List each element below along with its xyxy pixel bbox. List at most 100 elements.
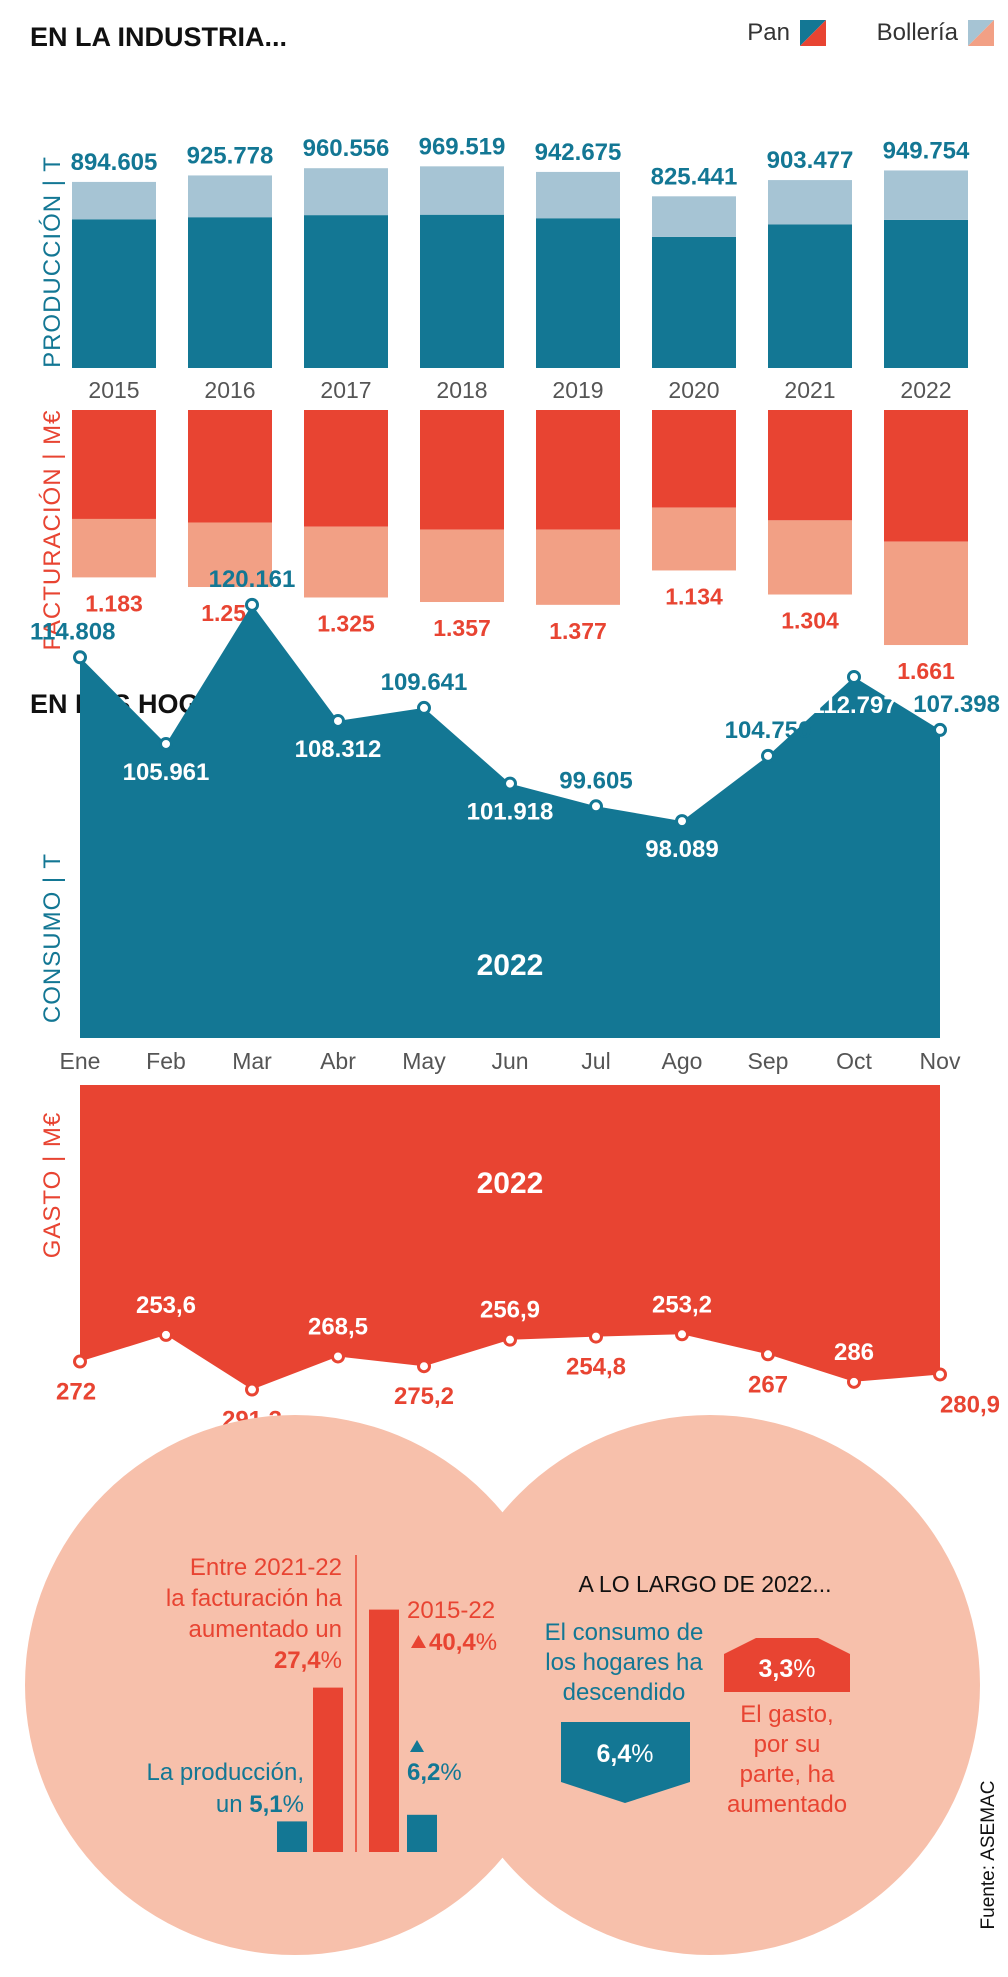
gasto-value-label: 280,9 <box>940 1391 1000 1418</box>
produccion-text: La producción, <box>147 1759 304 1786</box>
gasto-value-label: 272 <box>56 1379 96 1406</box>
facturacion-bar-pan <box>884 410 968 542</box>
gasto-text: parte, ha <box>740 1761 835 1788</box>
consumo-value-label: 105.961 <box>123 759 210 786</box>
produccion-bar-bolleria <box>652 196 736 237</box>
facturacion-chart: FACTURACIÓN | M€ 1.183 1.251 1.325 1.357 1.37… <box>39 410 968 684</box>
consumo-point <box>933 722 947 737</box>
facturacion-bar-bolleria <box>72 518 156 578</box>
produccion-bar-bolleria <box>884 170 968 220</box>
facturacion-bar-bolleria <box>884 541 968 646</box>
gasto-value-label: 267 <box>748 1371 788 1398</box>
consumo-value-label: 107.398 <box>913 691 1000 718</box>
up-arrow-icon <box>724 1638 850 1692</box>
facturacion-total-label: 1.377 <box>549 618 607 644</box>
gasto-chart: GASTO | M€2022272253,6291,3268,5275,2256… <box>39 1085 1000 1434</box>
produccion-total-label: 949.754 <box>883 137 970 164</box>
consumo-year-label: 2022 <box>477 949 544 982</box>
facturacion-total-label: 1.357 <box>433 615 491 641</box>
gasto-value-label: 253,6 <box>136 1292 196 1319</box>
facturacion-2021-22-text: la facturación ha <box>166 1585 343 1612</box>
produccion-bar-bolleria <box>188 175 272 218</box>
consumo-chart: CONSUMO | T 2022 114.808 Ene 105.961 Feb 120.1… <box>30 566 1000 1074</box>
facturacion-bar-pan <box>188 410 272 523</box>
consumo-point <box>331 713 345 728</box>
month-tick-label: Mar <box>232 1048 272 1074</box>
facturacion-bar-pan <box>304 410 388 527</box>
facturacion-bar-bolleria <box>652 507 736 571</box>
month-tick-label: Ago <box>662 1048 703 1074</box>
produccion-axis-label: PRODUCCIÓN | T <box>39 156 66 368</box>
facturacion-2015-22-pct: 40,4% <box>429 1629 497 1656</box>
facturacion-total-label: 1.661 <box>897 658 955 684</box>
consumo-point <box>417 700 431 715</box>
produccion-bar-pan <box>304 215 388 368</box>
industry-title: EN LA INDUSTRIA... <box>30 22 287 52</box>
facturacion-bar-bolleria <box>768 520 852 595</box>
month-tick-label: Oct <box>836 1048 872 1074</box>
consumo-point <box>159 736 173 751</box>
gasto-area <box>80 1085 940 1390</box>
consumo-value-label: 98.089 <box>645 836 718 863</box>
produccion-bar-bolleria <box>768 180 852 225</box>
consumo-value-label: 99.605 <box>559 767 632 794</box>
produccion-bar-pan <box>884 219 968 368</box>
produccion-total-label: 942.675 <box>535 139 622 166</box>
facturacion-bar-pan <box>536 410 620 530</box>
consumo-point <box>589 799 603 814</box>
up-arrow-icon <box>411 1635 426 1648</box>
facturacion-2015-22-bar <box>369 1609 399 1852</box>
produccion-bar-pan <box>652 236 736 368</box>
facturacion-bar-bolleria <box>536 529 620 605</box>
produccion-total-label: 960.556 <box>303 135 390 162</box>
facturacion-bar-bolleria <box>420 529 504 603</box>
gasto-text: por su <box>754 1731 821 1758</box>
produccion-2015-22-bar <box>407 1814 437 1852</box>
year-tick-label: 2015 <box>88 377 139 403</box>
facturacion-2021-22-pct: 27,4% <box>274 1647 342 1674</box>
produccion-chart: PRODUCCIÓN | T 894.605 2015 925.778 2016 960.… <box>39 133 970 403</box>
source-label: Fuente: ASEMAC <box>978 1781 999 1930</box>
consumo-point <box>245 597 259 612</box>
produccion-bar-pan <box>420 214 504 368</box>
facturacion-total-label: 1.183 <box>85 590 143 616</box>
consumo-point <box>503 776 517 791</box>
legend-bolleria-label: Bollería <box>877 19 959 46</box>
facturacion-bar-pan <box>768 410 852 521</box>
facturacion-2021-22-text: Entre 2021-22 <box>190 1554 342 1581</box>
consumo-point <box>675 814 689 829</box>
consumo-text: descendido <box>563 1679 686 1706</box>
gasto-text: El gasto, <box>740 1701 833 1728</box>
gasto-pct: 3,3% <box>759 1655 816 1683</box>
consumo-value-label: 108.312 <box>295 736 382 763</box>
gasto-point <box>589 1329 603 1344</box>
consumo-pct: 6,4% <box>597 1740 654 1768</box>
produccion-bar-pan <box>188 217 272 368</box>
facturacion-2021-22-bar <box>313 1687 343 1852</box>
gasto-point <box>933 1367 947 1382</box>
gasto-point <box>675 1327 689 1342</box>
produccion-2015-22-pct: 6,2% <box>407 1759 462 1786</box>
gasto-value-label: 254,8 <box>566 1354 626 1381</box>
month-tick-label: Sep <box>748 1048 789 1074</box>
month-tick-label: Nov <box>920 1048 961 1074</box>
consumo-text: los hogares ha <box>545 1649 703 1676</box>
produccion-bar-pan <box>536 218 620 368</box>
year-tick-label: 2022 <box>900 377 951 403</box>
facturacion-total-label: 1.325 <box>317 610 375 636</box>
gasto-point <box>73 1354 87 1369</box>
consumo-value-label: 120.161 <box>209 566 296 593</box>
legend-pan-label: Pan <box>747 19 790 46</box>
year-tick-label: 2021 <box>784 377 835 403</box>
facturacion-bar-bolleria <box>304 526 388 598</box>
year-tick-label: 2019 <box>552 377 603 403</box>
gasto-point <box>503 1332 517 1347</box>
year-tick-label: 2018 <box>436 377 487 403</box>
facturacion-bar-pan <box>420 410 504 530</box>
gasto-text: aumentado <box>727 1791 847 1818</box>
year-tick-label: 2016 <box>204 377 255 403</box>
produccion-total-label: 925.778 <box>187 142 274 169</box>
produccion-bar-bolleria <box>536 171 620 219</box>
produccion-bar-pan <box>768 224 852 368</box>
